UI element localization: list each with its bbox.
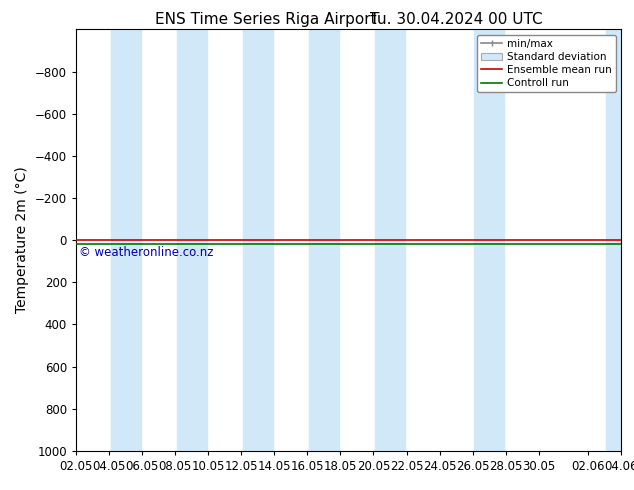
Text: Tu. 30.04.2024 00 UTC: Tu. 30.04.2024 00 UTC xyxy=(370,12,543,27)
Bar xyxy=(111,29,141,451)
Text: © weatheronline.co.nz: © weatheronline.co.nz xyxy=(79,246,214,259)
Y-axis label: Temperature 2m (°C): Temperature 2m (°C) xyxy=(15,167,29,314)
Bar xyxy=(243,29,273,451)
Bar xyxy=(474,29,504,451)
Bar xyxy=(375,29,405,451)
Legend: min/max, Standard deviation, Ensemble mean run, Controll run: min/max, Standard deviation, Ensemble me… xyxy=(477,35,616,92)
Text: ENS Time Series Riga Airport: ENS Time Series Riga Airport xyxy=(155,12,377,27)
Bar xyxy=(309,29,339,451)
Bar xyxy=(177,29,207,451)
Bar xyxy=(607,29,634,451)
